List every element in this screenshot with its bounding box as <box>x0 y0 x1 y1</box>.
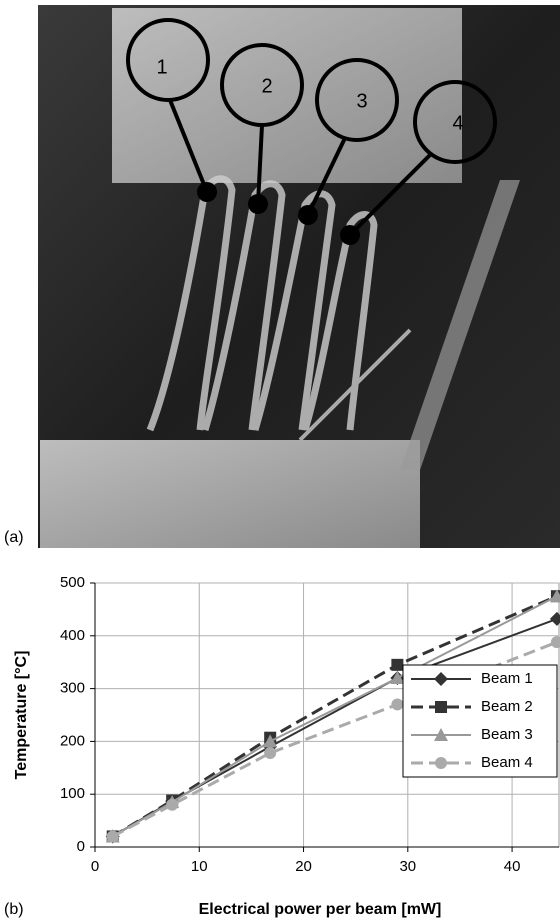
wire <box>298 328 412 442</box>
callout-line <box>348 153 432 237</box>
legend-marker <box>435 701 447 713</box>
callout-circle <box>413 80 497 164</box>
legend: Beam 1 Beam 2 Beam 3 Beam 4 <box>402 664 558 778</box>
legend-label: Beam 3 <box>481 726 533 743</box>
callout-circle <box>315 58 399 142</box>
y-tick-label: 300 <box>60 680 85 697</box>
x-axis-title: Electrical power per beam [mW] <box>199 901 442 918</box>
callout-line <box>168 99 209 193</box>
x-tick-label: 40 <box>504 858 521 875</box>
callout-line <box>256 124 264 205</box>
y-tick-label: 0 <box>77 838 85 855</box>
callout-line <box>306 137 347 216</box>
callout-dot <box>197 182 217 202</box>
panel-label: (b) <box>4 901 24 918</box>
marker <box>166 798 179 811</box>
callout-label: 4 <box>452 112 463 134</box>
y-tick-label: 400 <box>60 627 85 644</box>
marker <box>391 698 404 711</box>
marker <box>391 658 404 671</box>
y-tick-label: 200 <box>60 732 85 749</box>
marker <box>264 747 277 760</box>
photo: 1 2 3 4 <box>38 5 560 548</box>
x-tick-label: 0 <box>91 858 99 875</box>
callout-dot <box>340 225 360 245</box>
legend-label: Beam 1 <box>481 670 533 687</box>
legend-marker <box>434 672 448 686</box>
y-axis-title: Temperature [°C] <box>13 651 30 780</box>
beams <box>146 175 378 432</box>
legend-label: Beam 4 <box>481 754 533 771</box>
callout-label: 1 <box>156 56 167 78</box>
panel-label: (a) <box>4 529 24 546</box>
probe <box>400 180 520 470</box>
callout-dot <box>248 194 268 214</box>
legend-label: Beam 2 <box>481 698 533 715</box>
callout-dot <box>298 205 318 225</box>
marker <box>550 636 560 649</box>
marker <box>390 671 405 685</box>
y-tick-label: 500 <box>60 574 85 591</box>
callout-label: 2 <box>261 75 272 97</box>
marker <box>549 611 560 626</box>
bottom-pad <box>40 440 420 548</box>
marker <box>106 830 119 843</box>
marker <box>549 589 560 603</box>
callout-circle <box>126 18 210 102</box>
legend-marker <box>434 728 448 741</box>
top-pad <box>112 8 462 183</box>
legend-box <box>402 664 558 778</box>
y-tick-label: 100 <box>60 785 85 802</box>
x-tick-label: 30 <box>399 858 416 875</box>
legend-marker <box>435 757 447 769</box>
marker <box>263 734 278 748</box>
x-tick-label: 20 <box>295 858 312 875</box>
callout-label: 3 <box>356 90 367 112</box>
x-tick-label: 10 <box>191 858 208 875</box>
